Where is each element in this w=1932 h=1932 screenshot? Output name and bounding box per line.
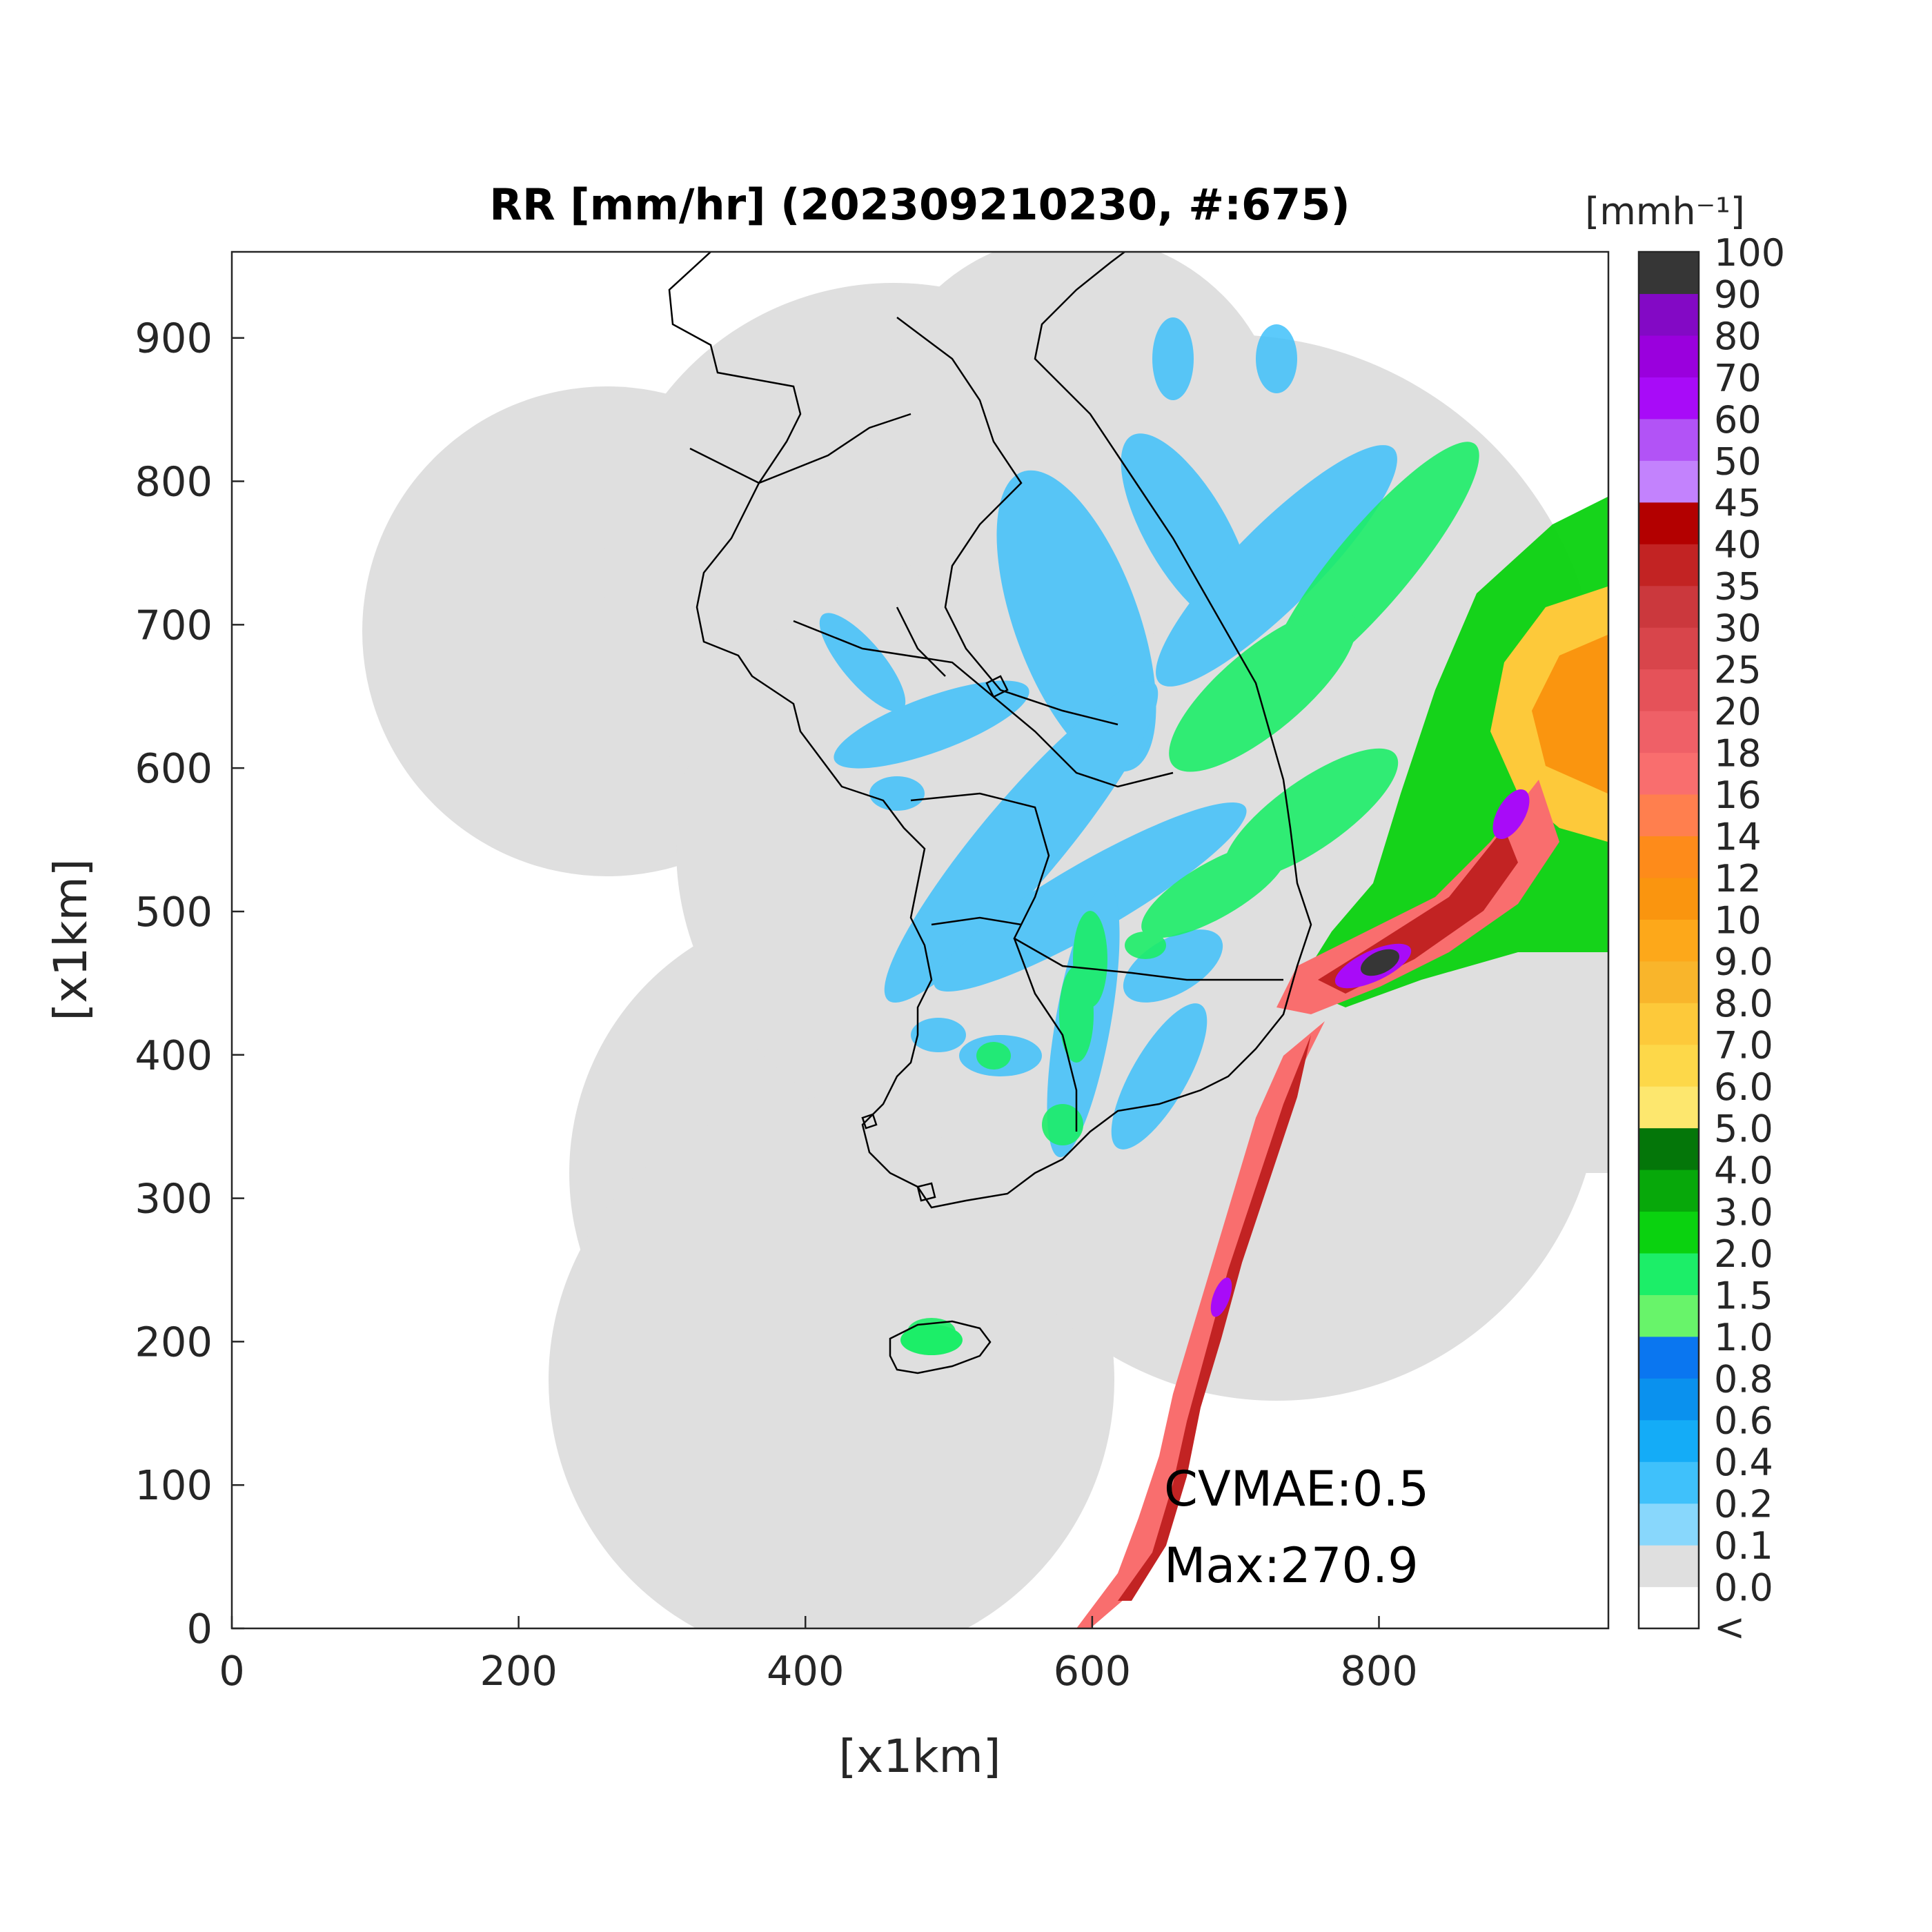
y-tick-label: 900 (135, 315, 213, 362)
colorbar-tick-label: < (1714, 1606, 1745, 1649)
colorbar-tick-label: 60 (1714, 398, 1762, 442)
colorbar-swatch (1639, 669, 1699, 711)
chart-title: RR [mm/hr] (202309210230, #:675) (489, 179, 1350, 230)
colorbar-tick-label: 0.6 (1714, 1399, 1773, 1443)
y-axis-label: [x1km] (44, 858, 97, 1021)
colorbar-tick-label: 1.0 (1714, 1316, 1773, 1359)
colorbar-tick-label: 9.0 (1714, 940, 1773, 984)
colorbar-tick-label: 0.1 (1714, 1524, 1773, 1568)
y-tick-label: 200 (135, 1318, 213, 1366)
x-tick-label: 400 (767, 1647, 845, 1695)
colorbar-swatch (1639, 1086, 1699, 1129)
y-tick-label: 400 (135, 1032, 213, 1079)
colorbar-tick-label: 2.0 (1714, 1232, 1773, 1276)
colorbar-tick-label: 4.0 (1714, 1149, 1773, 1192)
colorbar-unit-label: [mmh⁻¹] (1585, 190, 1745, 233)
colorbar-swatch (1639, 1294, 1699, 1337)
colorbar-swatch (1639, 1211, 1699, 1254)
y-tick-label: 800 (135, 458, 213, 506)
colorbar-tick-label: 0.0 (1714, 1566, 1773, 1610)
colorbar-swatch (1639, 877, 1699, 920)
colorbar-tick-label: 8.0 (1714, 982, 1773, 1025)
plot-frame (230, 250, 1610, 1630)
colorbar-tick-label: 70 (1714, 356, 1762, 400)
coastlines (668, 252, 1312, 1374)
colorbar-tick-label: 40 (1714, 523, 1762, 566)
max-annotation: Max:270.9 (1164, 1537, 1419, 1594)
colorbar-tick-label: 5.0 (1714, 1107, 1773, 1151)
y-tick-label: 300 (135, 1175, 213, 1223)
colorbar-swatch (1639, 627, 1699, 670)
y-tick-label: 600 (135, 745, 213, 792)
colorbar-swatch (1639, 1044, 1699, 1087)
cvmae-annotation: CVMAE:0.5 (1164, 1461, 1429, 1517)
colorbar-tick-label: 16 (1714, 773, 1762, 817)
y-tick-label: 500 (135, 888, 213, 936)
x-tick-label: 0 (219, 1647, 245, 1695)
colorbar-swatch (1639, 335, 1699, 377)
colorbar-tick-label: 50 (1714, 440, 1762, 483)
colorbar-swatch (1639, 711, 1699, 753)
colorbar-swatch (1639, 1003, 1699, 1045)
colorbar-tick-label: 20 (1714, 690, 1762, 733)
y-tick-label: 100 (135, 1461, 213, 1509)
colorbar-swatch (1639, 1545, 1699, 1588)
x-tick-label: 600 (1054, 1647, 1132, 1695)
colorbar-tick-label: 3.0 (1714, 1190, 1773, 1234)
y-tick-label: 0 (186, 1605, 213, 1653)
colorbar-tick-label: 45 (1714, 482, 1762, 525)
x-tick-label: 200 (480, 1647, 558, 1695)
colorbar-tick-label: 14 (1714, 815, 1762, 858)
colorbar-swatch (1639, 1170, 1699, 1212)
colorbar-tick-label: 80 (1714, 315, 1762, 358)
colorbar-tick-label: 6.0 (1714, 1065, 1773, 1109)
colorbar-swatch (1639, 502, 1699, 544)
colorbar-tick-label: 35 (1714, 565, 1762, 609)
colorbar-tick-label: 90 (1714, 273, 1762, 316)
colorbar-swatch (1639, 418, 1699, 461)
colorbar-tick-label: 25 (1714, 649, 1762, 692)
colorbar-swatch (1639, 1503, 1699, 1546)
colorbar-swatch (1639, 1586, 1699, 1629)
colorbar-swatch (1639, 377, 1699, 420)
x-axis: 0 200 400 600 800 (219, 1616, 1418, 1695)
colorbar-tick-label: 0.2 (1714, 1483, 1773, 1526)
colorbar-swatch (1639, 544, 1699, 586)
colorbar-tick-label: 0.8 (1714, 1357, 1773, 1401)
y-tick-label: 700 (135, 601, 213, 649)
colorbar-swatch (1639, 1419, 1699, 1462)
colorbar-swatch (1639, 1336, 1699, 1379)
colorbar-tick-label: 12 (1714, 857, 1762, 900)
colorbar-swatch (1639, 1378, 1699, 1421)
x-tick-label: 800 (1340, 1647, 1418, 1695)
colorbar-swatch (1639, 1461, 1699, 1504)
colorbar-tick-label: 18 (1714, 731, 1762, 775)
y-axis: 0 100 200 300 400 500 600 700 800 900 (135, 315, 244, 1653)
colorbar-tick-label: 100 (1714, 231, 1785, 275)
colorbar-swatch (1639, 585, 1699, 628)
colorbar-swatch (1639, 1252, 1699, 1295)
colorbar-tick-label: 1.5 (1714, 1274, 1773, 1317)
colorbar: <0.00.10.20.40.60.81.01.52.03.04.05.06.0… (1637, 231, 1785, 1649)
colorbar-tick-label: 30 (1714, 607, 1762, 650)
colorbar-swatch (1639, 293, 1699, 336)
colorbar-swatch (1639, 1127, 1699, 1170)
colorbar-tick-label: 7.0 (1714, 1024, 1773, 1067)
colorbar-frame (1637, 250, 1700, 1630)
colorbar-swatch (1639, 960, 1699, 1003)
colorbar-swatch (1639, 252, 1699, 295)
colorbar-swatch (1639, 919, 1699, 962)
colorbar-swatch (1639, 836, 1699, 878)
colorbar-tick-label: 0.4 (1714, 1441, 1773, 1484)
colorbar-swatch (1639, 460, 1699, 503)
plot-area (230, 250, 1610, 1630)
colorbar-tick-label: 10 (1714, 898, 1762, 942)
colorbar-swatch (1639, 793, 1699, 836)
colorbar-swatch (1639, 752, 1699, 795)
x-axis-label: [x1km] (838, 1730, 1000, 1783)
